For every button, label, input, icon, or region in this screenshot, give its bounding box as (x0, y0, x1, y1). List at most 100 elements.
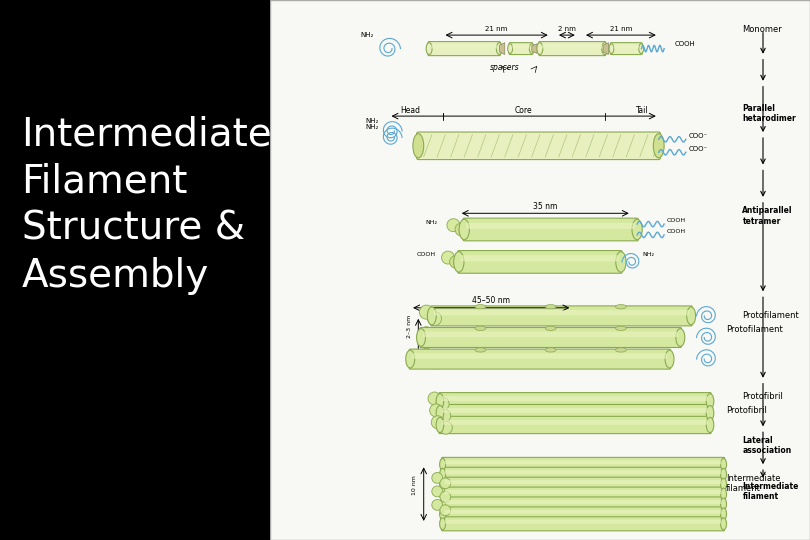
Text: 35 nm: 35 nm (533, 202, 557, 211)
FancyBboxPatch shape (431, 306, 693, 326)
Text: 21 nm: 21 nm (485, 26, 508, 32)
Text: Monomer: Monomer (743, 25, 782, 34)
Ellipse shape (609, 44, 614, 53)
Text: Intermediate: Intermediate (727, 474, 781, 483)
Polygon shape (531, 44, 537, 53)
FancyBboxPatch shape (539, 42, 606, 56)
Text: filament: filament (727, 484, 761, 494)
Text: Intermediate
Filament
Structure &
Assembly: Intermediate Filament Structure & Assemb… (22, 116, 272, 295)
FancyBboxPatch shape (428, 42, 501, 56)
FancyBboxPatch shape (434, 310, 689, 315)
Text: Head: Head (400, 106, 420, 116)
Ellipse shape (436, 394, 444, 409)
Ellipse shape (440, 508, 446, 520)
Ellipse shape (639, 44, 644, 53)
Ellipse shape (632, 219, 642, 240)
Text: NH₂: NH₂ (360, 32, 373, 38)
FancyBboxPatch shape (458, 251, 622, 273)
FancyBboxPatch shape (441, 507, 725, 521)
Text: Protofilament: Protofilament (727, 325, 783, 334)
Ellipse shape (721, 498, 727, 510)
FancyBboxPatch shape (441, 517, 725, 531)
Ellipse shape (497, 43, 502, 55)
FancyBboxPatch shape (445, 490, 722, 494)
Circle shape (455, 223, 468, 236)
FancyBboxPatch shape (441, 467, 725, 481)
Circle shape (420, 305, 433, 319)
Ellipse shape (687, 307, 696, 325)
Ellipse shape (721, 458, 727, 470)
Ellipse shape (413, 134, 424, 158)
Ellipse shape (545, 326, 556, 330)
Circle shape (450, 255, 463, 268)
FancyBboxPatch shape (409, 349, 671, 369)
FancyBboxPatch shape (442, 420, 708, 425)
FancyBboxPatch shape (509, 43, 533, 55)
Ellipse shape (406, 350, 415, 368)
Ellipse shape (676, 328, 684, 347)
Text: Antiparallel
tetramer: Antiparallel tetramer (743, 206, 793, 226)
FancyBboxPatch shape (439, 404, 711, 422)
Text: COO⁻: COO⁻ (688, 146, 708, 152)
Ellipse shape (436, 406, 444, 421)
Ellipse shape (440, 518, 446, 530)
FancyBboxPatch shape (441, 497, 725, 511)
Circle shape (428, 355, 441, 369)
Circle shape (440, 505, 450, 516)
Circle shape (441, 251, 454, 264)
Polygon shape (499, 43, 505, 55)
Circle shape (440, 478, 450, 489)
Ellipse shape (616, 252, 626, 272)
Ellipse shape (508, 44, 513, 53)
Ellipse shape (616, 326, 626, 330)
Text: COOH: COOH (667, 219, 686, 224)
Circle shape (436, 397, 449, 410)
Ellipse shape (440, 488, 446, 500)
Circle shape (420, 348, 433, 362)
FancyBboxPatch shape (442, 396, 708, 401)
Ellipse shape (454, 252, 464, 272)
Text: Tail: Tail (636, 106, 649, 116)
Circle shape (431, 416, 444, 429)
Ellipse shape (665, 350, 674, 368)
Text: Protofilament: Protofilament (743, 312, 799, 320)
FancyBboxPatch shape (512, 45, 530, 49)
Ellipse shape (706, 394, 714, 409)
Circle shape (440, 491, 450, 502)
FancyBboxPatch shape (611, 43, 642, 55)
FancyBboxPatch shape (423, 332, 678, 337)
FancyBboxPatch shape (445, 500, 722, 504)
Ellipse shape (721, 518, 727, 530)
Ellipse shape (706, 417, 714, 433)
Ellipse shape (537, 43, 543, 55)
Text: Protofibril: Protofibril (743, 393, 783, 401)
Ellipse shape (440, 478, 446, 490)
FancyBboxPatch shape (441, 477, 725, 491)
FancyBboxPatch shape (412, 353, 667, 359)
Text: COOH: COOH (667, 230, 686, 234)
Ellipse shape (616, 305, 626, 309)
Ellipse shape (529, 44, 534, 53)
FancyBboxPatch shape (416, 132, 660, 160)
Text: NH₂: NH₂ (642, 253, 654, 258)
FancyBboxPatch shape (439, 393, 711, 410)
FancyBboxPatch shape (431, 44, 497, 49)
Circle shape (439, 421, 452, 434)
Text: Protofibril: Protofibril (727, 406, 767, 415)
Ellipse shape (475, 305, 486, 309)
Circle shape (432, 486, 442, 497)
FancyBboxPatch shape (439, 416, 711, 434)
Text: Core: Core (515, 106, 532, 116)
Ellipse shape (436, 417, 444, 433)
Ellipse shape (475, 348, 486, 352)
Ellipse shape (475, 326, 486, 330)
FancyBboxPatch shape (445, 470, 722, 474)
Circle shape (420, 327, 433, 341)
FancyBboxPatch shape (542, 44, 603, 49)
FancyBboxPatch shape (441, 487, 725, 501)
Circle shape (428, 333, 441, 347)
Text: COOH: COOH (675, 41, 696, 47)
Circle shape (428, 312, 441, 326)
Text: 2 nm: 2 nm (558, 26, 576, 32)
FancyBboxPatch shape (445, 510, 722, 514)
